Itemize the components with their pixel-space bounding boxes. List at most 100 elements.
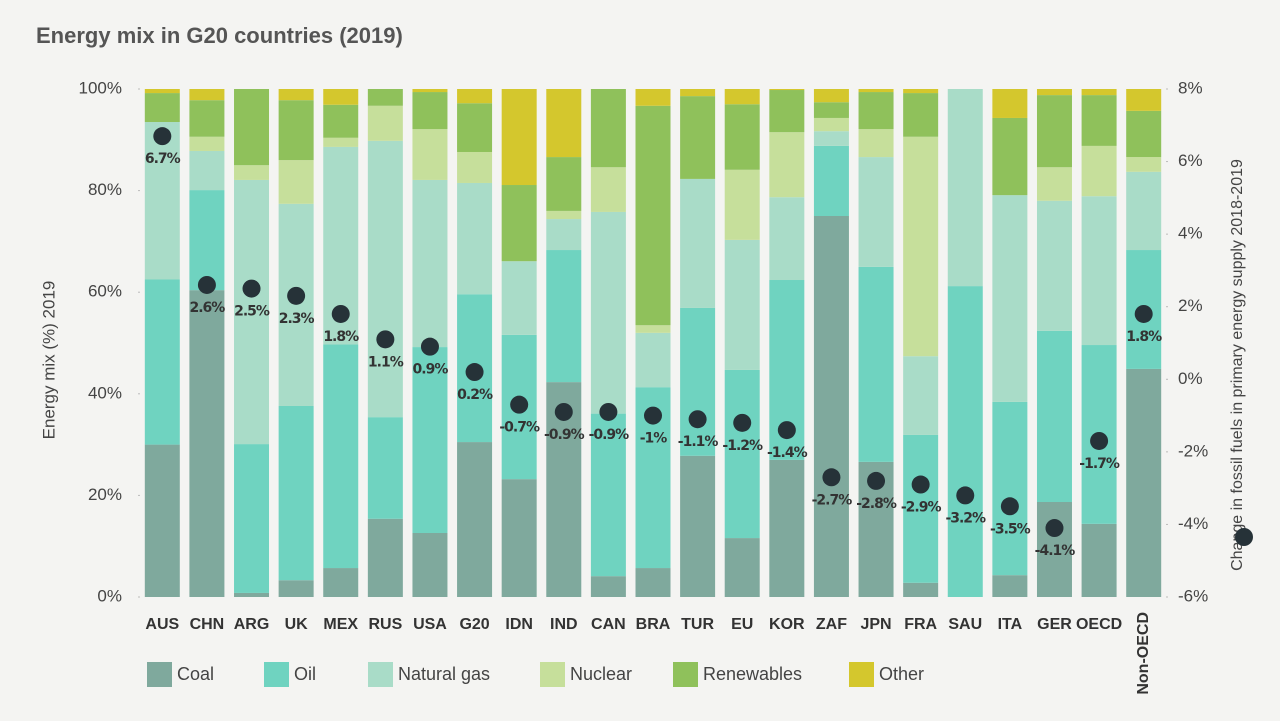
dot-label: 0.2% [457, 387, 493, 403]
bar-segment [278, 100, 314, 161]
x-tick-label: GER [1037, 616, 1072, 633]
dot-label: -0.7% [499, 420, 540, 436]
dot-label: 2.6% [189, 300, 225, 316]
y-tick-label: 100% [79, 78, 122, 97]
legend-label: Natural gas [398, 664, 490, 684]
x-tick-label: SAU [948, 616, 982, 633]
bar-segment [813, 145, 849, 216]
bar-segment [412, 129, 448, 180]
bar-segment [769, 197, 805, 281]
bar-segment [1126, 110, 1162, 158]
bar-segment [323, 137, 359, 147]
bar-segment [457, 442, 493, 597]
bar-segment [813, 117, 849, 132]
x-tick-label: KOR [769, 616, 805, 633]
x-tick-label: CHN [190, 616, 225, 633]
bar-segment [1126, 368, 1162, 597]
dot-label: -1.7% [1079, 456, 1120, 472]
bar-segment [189, 100, 225, 137]
bar-segment [412, 89, 448, 93]
bar-segment [144, 279, 180, 445]
dot-label: 2.5% [234, 304, 270, 320]
x-tick-label: Non-OECD [1135, 612, 1152, 695]
dot [644, 406, 662, 425]
y-tick-label: 40% [88, 383, 122, 402]
bar-segment [412, 92, 448, 130]
bar-segment [724, 239, 760, 370]
dot [733, 413, 752, 432]
bar-segment [635, 568, 671, 597]
dot [287, 286, 306, 305]
legend-label: Nuclear [570, 664, 632, 684]
bar-segment [1126, 171, 1162, 251]
bar-segment [903, 434, 939, 583]
bar-segment [323, 89, 359, 105]
x-tick-label: TUR [681, 616, 714, 633]
bar-segment [1081, 196, 1117, 346]
dot-label: 1.8% [323, 329, 359, 345]
bar-segment [1036, 330, 1072, 503]
bar-segment [323, 344, 359, 569]
bar-segment [590, 211, 626, 414]
bar-segment [769, 89, 805, 91]
bar-segment [189, 150, 225, 191]
dot [822, 468, 841, 487]
bar-segment [234, 444, 270, 593]
y2-tick-label: 6% [1178, 151, 1203, 170]
dot [1134, 304, 1153, 323]
dot-label: 1.1% [368, 354, 404, 370]
bar-segment [234, 165, 270, 180]
y-tick-label: 20% [88, 485, 122, 504]
dot-label: -3.2% [945, 510, 986, 526]
bar-segment [412, 179, 448, 348]
bar-segment [367, 105, 403, 141]
dot-label: -0.9% [589, 427, 630, 443]
bar-segment [858, 129, 894, 158]
bar-segment [234, 592, 270, 597]
bar-segment [501, 261, 537, 335]
x-tick-label: OECD [1076, 616, 1122, 633]
chart-title: Energy mix in G20 countries (2019) [36, 23, 403, 48]
bar-segment [680, 455, 716, 597]
y2-axis-title: Change in fossil fuels in primary energy… [1229, 159, 1246, 571]
dot-label: -2.9% [901, 500, 942, 516]
bar-segment [1036, 89, 1072, 96]
bar-segment [278, 580, 314, 597]
bar-segment [144, 444, 180, 597]
dot [777, 421, 796, 440]
dot [956, 486, 975, 505]
bar-segment [858, 89, 894, 93]
bar-segment [501, 479, 537, 597]
bar-segment [367, 140, 403, 418]
dot [331, 304, 350, 323]
bar-segment [367, 518, 403, 597]
bar-segment [992, 89, 1028, 118]
y-tick-label: 80% [88, 180, 122, 199]
legend-label: Oil [294, 664, 316, 684]
dot-label: 0.9% [413, 362, 449, 378]
bar-segment [769, 90, 805, 133]
bar-segment [1036, 167, 1072, 201]
bar-segment [234, 179, 270, 445]
bar-segment [590, 413, 626, 577]
bar-segment [189, 89, 225, 101]
y2-tick-label: -4% [1178, 514, 1208, 533]
bar-segment [1081, 95, 1117, 146]
y-tick-label: 0% [97, 586, 122, 605]
bar-segment [947, 286, 983, 597]
bar-segment [903, 93, 939, 137]
bar-segment [412, 532, 448, 597]
dot [376, 330, 395, 349]
bar-segment [992, 117, 1028, 196]
dot-label: -3.5% [990, 521, 1031, 537]
bar-segment [903, 136, 939, 357]
dot-label: -1.4% [767, 445, 808, 461]
dot [465, 363, 484, 382]
dot [599, 402, 618, 421]
dot [911, 475, 930, 494]
bar-segment [457, 89, 493, 104]
dot-label: -0.9% [544, 427, 585, 443]
bar-segment [635, 105, 671, 326]
bar-segment [858, 92, 894, 130]
y2-tick-label: -6% [1178, 586, 1208, 605]
